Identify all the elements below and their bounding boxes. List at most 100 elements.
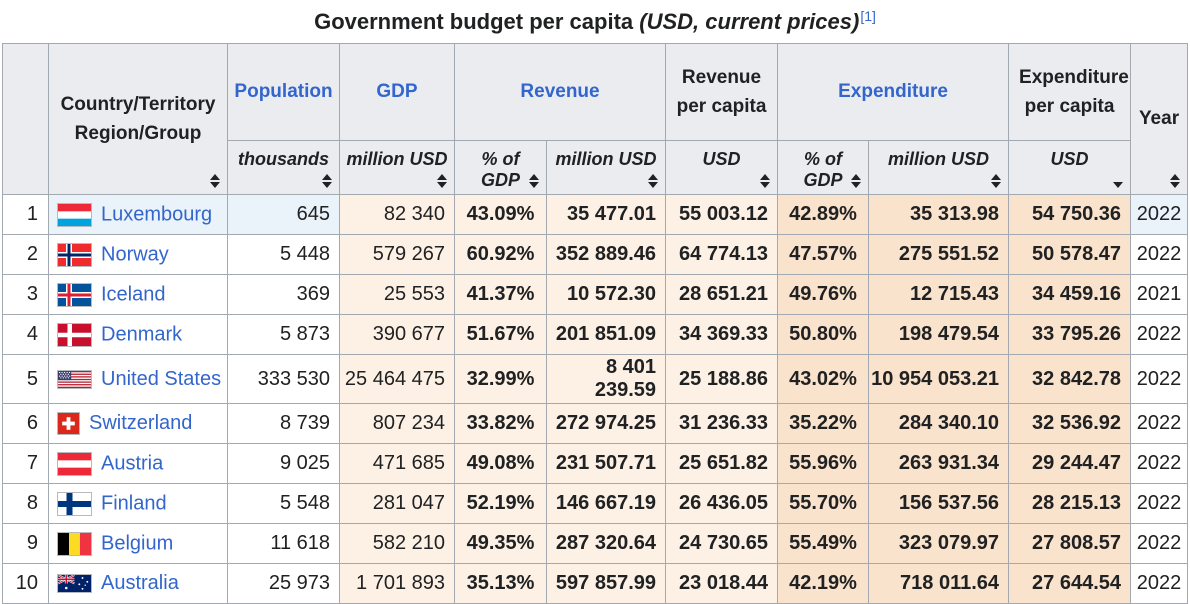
sort-header-expenditure-million-usd[interactable]: million USD: [868, 140, 1010, 195]
country-link[interactable]: Iceland: [101, 282, 166, 305]
expenditure-million-usd-cell: 156 537.56: [868, 483, 1010, 524]
column-header-gdp[interactable]: GDP: [339, 43, 455, 141]
expenditure-million-usd-cell: 263 931.34: [868, 443, 1010, 484]
gdp-cell: 25 553: [339, 274, 455, 315]
revenue-per-capita-cell: 23 018.44: [665, 563, 779, 604]
revenue-million-usd-cell: 201 851.09: [545, 314, 667, 355]
country-cell: Belgium: [48, 523, 228, 564]
country-link[interactable]: Australia: [101, 572, 179, 594]
flag-icon-no: [57, 242, 92, 267]
column-header-year[interactable]: Year: [1130, 43, 1189, 195]
revenue-million-usd-cell: 287 320.64: [545, 523, 667, 564]
expenditure-per-capita-cell: 32 842.78: [1008, 354, 1132, 404]
expenditure-million-usd-cell: 198 479.54: [868, 314, 1010, 355]
table-row: 9 Belgium 11 618 582 210 49.35% 287 320.64 24 …: [2, 523, 1189, 564]
sort-header-expenditure-per-capita-usd[interactable]: USD: [1008, 140, 1132, 195]
revenue-pct-gdp-cell: 35.13%: [454, 563, 547, 604]
gdp-cell: 390 677: [339, 314, 455, 355]
table-body: 1 Luxembourg 645 82 340 43.09% 35 477.01 55 00…: [2, 194, 1189, 604]
sort-icon: [437, 174, 447, 188]
population-cell: 11 618: [227, 523, 340, 564]
expenditure-pct-gdp-cell: 55.70%: [777, 483, 870, 524]
revenue-pct-gdp-cell: 33.82%: [454, 403, 547, 444]
country-link[interactable]: Norway: [101, 242, 169, 265]
expenditure-per-capita-cell: 50 578.47: [1008, 234, 1132, 275]
gdp-cell: 1 701 893: [339, 563, 455, 604]
column-header-population[interactable]: Population: [227, 43, 340, 141]
revenue-million-usd-cell: 146 667.19: [545, 483, 667, 524]
flag-icon-au: [57, 574, 92, 594]
country-link[interactable]: United States: [101, 367, 222, 390]
country-link[interactable]: Denmark: [101, 322, 183, 345]
revenue-per-capita-cell: 31 236.33: [665, 403, 779, 444]
country-cell: Australia: [48, 563, 228, 604]
sort-header-expenditure-pct-gdp[interactable]: % of GDP: [777, 140, 870, 195]
expenditure-pct-gdp-cell: 43.02%: [777, 354, 870, 404]
revenue-per-capita-cell: 25 188.86: [665, 354, 779, 404]
gdp-cell: 471 685: [339, 443, 455, 484]
revenue-pct-gdp-cell: 41.37%: [454, 274, 547, 315]
gdp-cell: 25 464 475: [339, 354, 455, 404]
sort-header-revenue-per-capita-usd[interactable]: USD: [665, 140, 779, 195]
year-cell: 2022: [1130, 563, 1189, 604]
sort-icon: [991, 174, 1002, 188]
table-caption: Government budget per capita (USD, curre…: [0, 0, 1190, 43]
population-cell: 333 530: [227, 354, 340, 404]
table-row: 3 Iceland 369 25 553 41.37% 10 572.30 28 651.2…: [2, 274, 1189, 315]
revenue-per-capita-cell: 24 730.65: [665, 523, 779, 564]
row-rank: 8: [2, 483, 49, 524]
sort-header-revenue-million-usd[interactable]: million USD: [545, 140, 667, 195]
flag-icon-at: [57, 451, 92, 476]
sort-icon: [648, 174, 659, 188]
expenditure-pct-gdp-cell: 55.96%: [777, 443, 870, 484]
reference-link[interactable]: [1]: [860, 7, 876, 24]
revenue-pct-gdp-cell: 52.19%: [454, 483, 547, 524]
expenditure-per-capita-cell: 29 244.47: [1008, 443, 1132, 484]
country-link[interactable]: Finland: [101, 491, 167, 514]
gdp-cell: 82 340: [339, 194, 455, 235]
revenue-million-usd-cell: 8 401 239.59: [545, 354, 667, 404]
expenditure-per-capita-cell: 27 644.54: [1008, 563, 1132, 604]
population-cell: 5 873: [227, 314, 340, 355]
expenditure-million-usd-cell: 35 313.98: [868, 194, 1010, 235]
year-cell: 2022: [1130, 403, 1189, 444]
table-row: 10 Australia 25 973 1 701 893 35.13% 597 857.…: [2, 563, 1189, 604]
country-cell: Austria: [48, 443, 228, 484]
expenditure-per-capita-cell: 32 536.92: [1008, 403, 1132, 444]
sort-header-population-thousands[interactable]: thousands: [227, 140, 340, 195]
sort-icon: [529, 174, 539, 188]
expenditure-per-capita-cell: 54 750.36: [1008, 194, 1132, 235]
population-cell: 5 548: [227, 483, 340, 524]
expenditure-per-capita-cell: 34 459.16: [1008, 274, 1132, 315]
expenditure-pct-gdp-cell: 42.19%: [777, 563, 870, 604]
year-cell: 2022: [1130, 443, 1189, 484]
population-cell: 5 448: [227, 234, 340, 275]
gdp-cell: 281 047: [339, 483, 455, 524]
sort-header-revenue-pct-gdp[interactable]: % of GDP: [454, 140, 547, 195]
year-cell: 2022: [1130, 523, 1189, 564]
expenditure-per-capita-cell: 28 215.13: [1008, 483, 1132, 524]
column-header-revenue[interactable]: Revenue: [453, 43, 667, 141]
expenditure-pct-gdp-cell: 49.76%: [777, 274, 870, 315]
caption-text: Government budget per capita: [314, 9, 634, 34]
country-link[interactable]: Luxembourg: [101, 202, 213, 225]
column-header-revenue-per-capita[interactable]: Revenue per capita: [665, 43, 779, 141]
year-cell: 2022: [1130, 314, 1189, 355]
country-cell: Denmark: [48, 314, 228, 355]
country-link[interactable]: Belgium: [101, 531, 174, 554]
year-cell: 2022: [1130, 234, 1189, 275]
caption-subtitle: (USD, current prices): [639, 9, 860, 34]
flag-icon-dk: [57, 322, 92, 347]
revenue-pct-gdp-cell: 49.08%: [454, 443, 547, 484]
revenue-million-usd-cell: 597 857.99: [545, 563, 667, 604]
year-cell: 2022: [1130, 194, 1189, 235]
country-link[interactable]: Switzerland: [89, 411, 193, 434]
column-header-expenditure-per-capita[interactable]: Expenditure per capita: [1008, 43, 1132, 141]
country-link[interactable]: Austria: [101, 451, 164, 474]
gdp-cell: 582 210: [339, 523, 455, 564]
column-header-country[interactable]: Country/Territory Region/Group: [48, 43, 228, 195]
expenditure-million-usd-cell: 10 954 053.21: [868, 354, 1010, 404]
column-header-expenditure[interactable]: Expenditure: [777, 43, 1010, 141]
table-row: 8 Finland 5 548 281 047 52.19% 146 667.19 26 4…: [2, 483, 1189, 524]
sort-header-gdp-million-usd[interactable]: million USD: [339, 140, 455, 195]
